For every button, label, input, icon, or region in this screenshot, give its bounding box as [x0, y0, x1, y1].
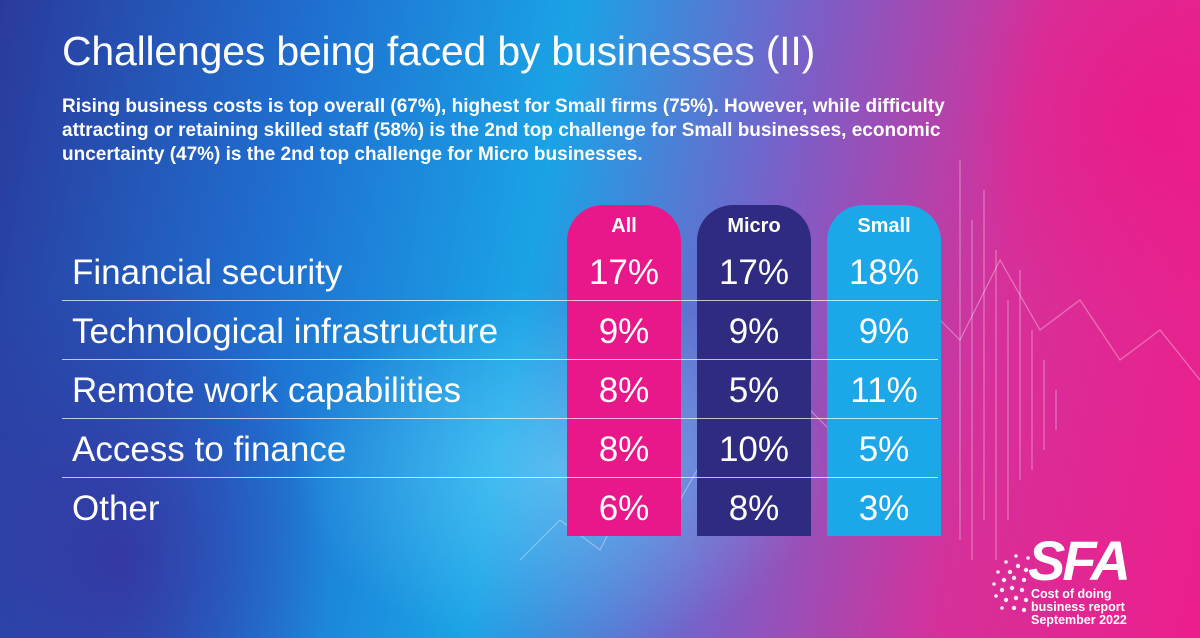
- column-header-small: Small: [827, 205, 941, 241]
- page-title: Challenges being faced by businesses (II…: [62, 28, 816, 74]
- cell-all-financial-security: 17%: [588, 253, 660, 292]
- cell-micro-other: 8%: [728, 489, 780, 528]
- page-subtitle: Rising business costs is top overall (67…: [62, 96, 945, 165]
- cell-micro-technological-infrastructure: 9%: [728, 312, 780, 351]
- cell-small-technological-infrastructure: 9%: [858, 312, 910, 351]
- cell-all-technological-infrastructure: 9%: [598, 312, 650, 351]
- cell-micro-financial-security: 17%: [718, 253, 790, 292]
- column-body-small: [827, 241, 941, 536]
- cell-all-remote-work-capabilities: 8%: [598, 371, 650, 410]
- cell-small-remote-work-capabilities: 11%: [850, 371, 918, 410]
- cell-small-other: 3%: [858, 489, 910, 528]
- row-divider: [62, 477, 938, 478]
- row-divider: [62, 359, 938, 360]
- column-body-all: [567, 241, 681, 536]
- sfa-dotted-circle-icon: [992, 554, 1030, 613]
- column-body-micro: [697, 241, 811, 536]
- row-divider: [62, 418, 938, 419]
- sfa-logo-text: SFA: [1028, 529, 1131, 592]
- row-label-technological-infrastructure: Technological infrastructure: [72, 312, 499, 351]
- row-label-remote-work-capabilities: Remote work capabilities: [72, 371, 462, 410]
- cell-all-other: 6%: [598, 489, 650, 528]
- column-header-micro: Micro: [697, 205, 811, 241]
- cell-micro-access-to-finance: 10%: [718, 430, 790, 469]
- column-header-all: All: [567, 205, 681, 241]
- row-divider: [62, 300, 938, 301]
- cell-micro-remote-work-capabilities: 5%: [728, 371, 780, 410]
- report-caption: Cost of doing business report September …: [1031, 587, 1127, 627]
- cell-all-access-to-finance: 8%: [598, 430, 650, 469]
- cell-small-financial-security: 18%: [848, 253, 920, 292]
- cell-small-access-to-finance: 5%: [858, 430, 910, 469]
- row-label-access-to-finance: Access to finance: [72, 430, 347, 469]
- row-label-other: Other: [72, 489, 160, 528]
- row-label-financial-security: Financial security: [72, 253, 343, 292]
